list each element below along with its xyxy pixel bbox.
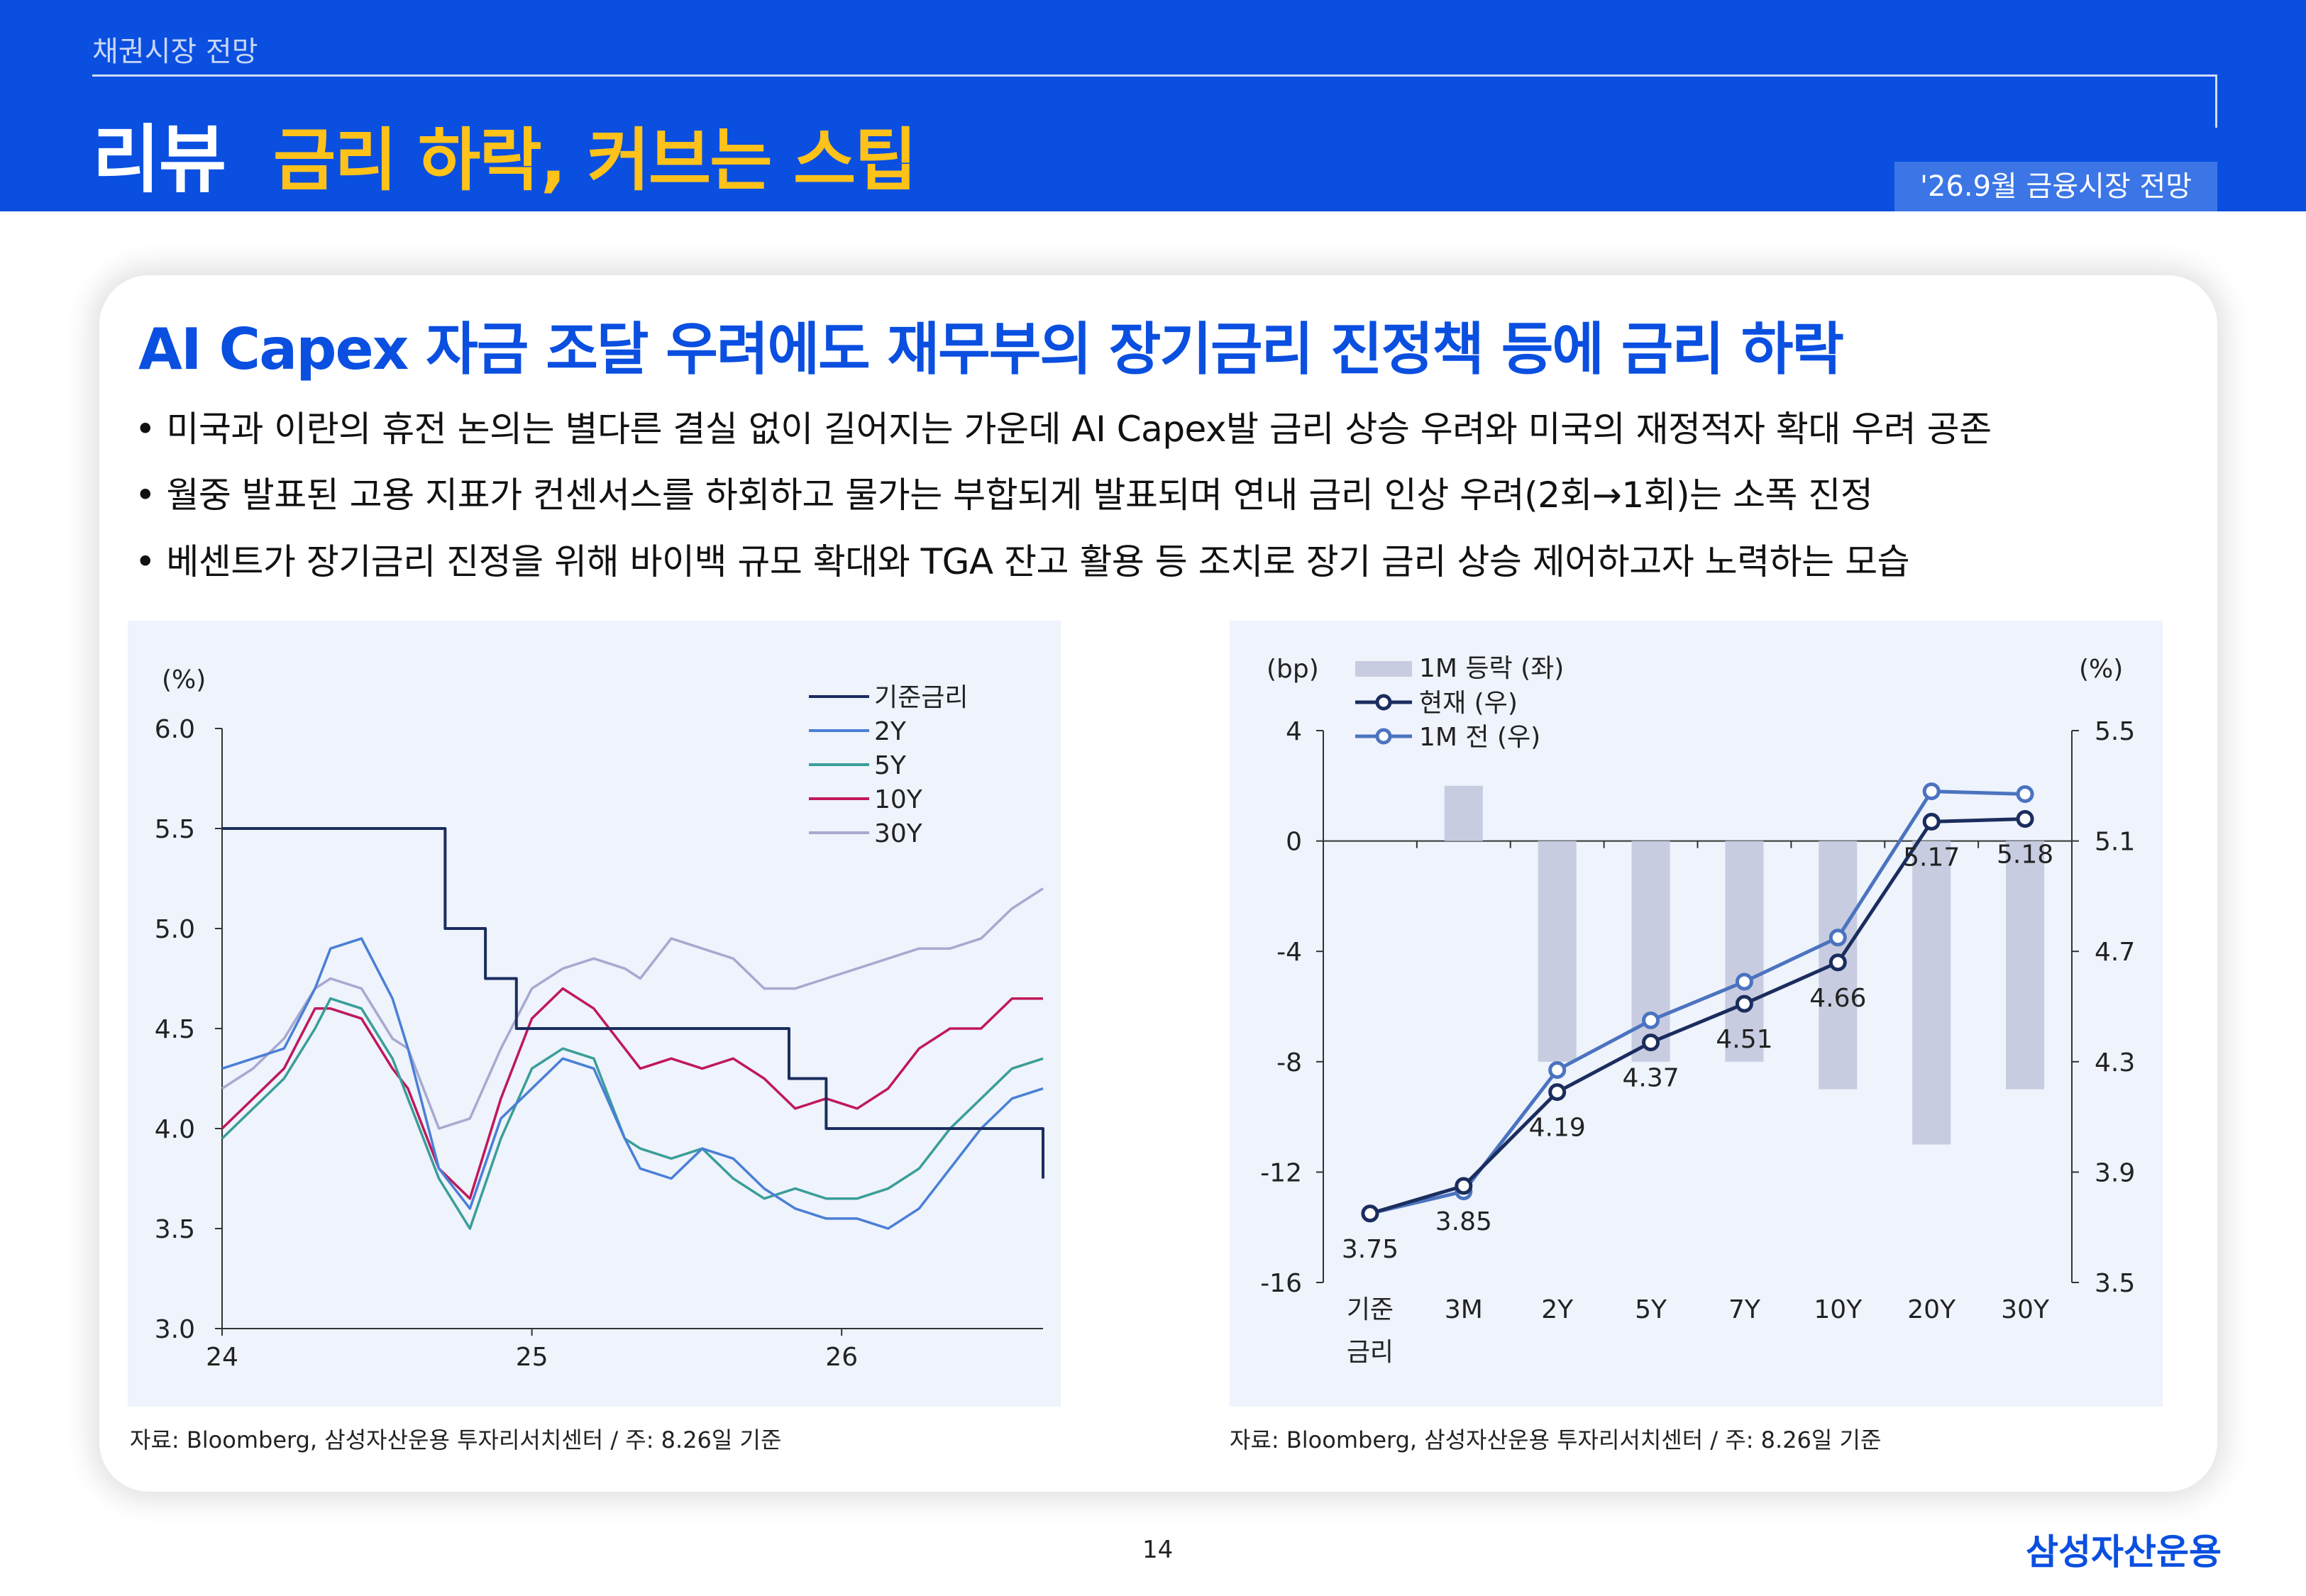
left-tick-label: -16 — [1260, 1269, 1302, 1298]
data-label: 4.51 — [1716, 1025, 1772, 1054]
left-tick-label: -12 — [1260, 1158, 1302, 1187]
series-point-1M 전 (우) — [1735, 972, 1753, 991]
legend-label: 기준금리 — [874, 683, 968, 712]
category-label: 5Y — [1635, 1295, 1667, 1324]
series-point-1M 전 (우) — [1548, 1060, 1567, 1079]
source-note: 자료: Bloomberg, 삼성자산운용 투자리서치센터 / 주: 8.26일… — [130, 1426, 782, 1453]
category-label: 2Y — [1541, 1295, 1574, 1324]
series-point-1M 전 (우) — [2016, 785, 2034, 803]
left-tick-label: -4 — [1276, 938, 1302, 967]
legend-swatch-bar — [1355, 661, 1412, 677]
series-point-현재 (우) — [2016, 809, 2034, 828]
series-point-현재 (우) — [1548, 1083, 1567, 1102]
chart-panel-rates — [128, 621, 1061, 1407]
right-tick-label: 4.7 — [2095, 938, 2135, 967]
x-tick-label: 26 — [825, 1343, 858, 1372]
right-tick-label: 3.5 — [2095, 1269, 2135, 1298]
category-label: 20Y — [1907, 1295, 1956, 1324]
category-label: 3M — [1445, 1295, 1483, 1324]
left-axis-unit: (bp) — [1267, 655, 1319, 684]
category-label: 금리 — [1347, 1338, 1394, 1367]
legend-label: 2Y — [874, 717, 907, 746]
y-tick-label: 3.5 — [155, 1215, 195, 1244]
right-tick-label: 5.5 — [2095, 717, 2135, 746]
x-tick-label: 25 — [516, 1343, 548, 1372]
series-point-현재 (우) — [1642, 1033, 1660, 1052]
series-point-1M 전 (우) — [1828, 929, 1847, 947]
data-label: 4.19 — [1529, 1114, 1586, 1143]
y-tick-label: 5.5 — [155, 815, 195, 844]
bullet-item: • 미국과 이란의 휴전 논의는 별다른 결실 없이 길어지는 가운데 AI C… — [135, 409, 1992, 450]
series-line-30Y — [221, 887, 1044, 1130]
left-tick-label: -8 — [1276, 1048, 1302, 1077]
category-label: 7Y — [1728, 1295, 1761, 1324]
y-tick-label: 6.0 — [155, 715, 195, 744]
legend-label: 1M 전 (우) — [1419, 723, 1540, 752]
right-tick-label: 5.1 — [2095, 828, 2135, 857]
y-tick-label: 4.0 — [155, 1115, 195, 1144]
right-axis-unit: (%) — [2079, 655, 2123, 684]
series-line-기준금리 — [222, 827, 1044, 1179]
series-point-현재 (우) — [1735, 994, 1753, 1013]
series-point-1M 전 (우) — [1922, 782, 1941, 801]
left-tick-label: 0 — [1286, 828, 1302, 857]
right-tick-label: 4.3 — [2095, 1048, 2135, 1077]
data-label: 5.18 — [1997, 840, 2053, 869]
bullet-item: • 베센트가 장기금리 진정을 위해 바이백 규모 확대와 TGA 잔고 활용 … — [135, 541, 1910, 582]
data-label: 3.75 — [1342, 1235, 1399, 1264]
category-label: 30Y — [2001, 1295, 2050, 1324]
bar-1m-change — [1444, 785, 1483, 841]
bar-1m-change — [2006, 841, 2045, 1090]
right-tick-label: 3.9 — [2095, 1158, 2135, 1187]
series-point-1M 전 (우) — [1642, 1011, 1660, 1029]
category-label: 기준 — [1347, 1295, 1394, 1324]
bullet-item: • 월중 발표된 고용 지표가 컨센서스를 하회하고 물가는 부합되게 발표되며… — [135, 475, 1873, 516]
page-number: 14 — [1142, 1536, 1174, 1564]
y-tick-label: 4.5 — [155, 1015, 195, 1044]
series-point-현재 (우) — [1828, 953, 1847, 972]
series-line-10Y — [221, 987, 1043, 1200]
legend-swatch-marker — [1375, 728, 1392, 745]
bar-1m-change — [1538, 841, 1577, 1062]
data-label: 5.17 — [1903, 843, 1960, 872]
x-tick-label: 24 — [206, 1343, 238, 1372]
y-axis-unit: (%) — [162, 665, 206, 694]
page-title: 리뷰 — [92, 116, 226, 203]
page-subtitle: 금리 하락, 커브는 스팁 — [273, 121, 917, 200]
legend-label: 30Y — [874, 819, 923, 848]
bar-1m-change — [1912, 841, 1951, 1145]
legend-label: 5Y — [874, 751, 907, 780]
data-label: 4.66 — [1809, 984, 1866, 1013]
legend-label: 1M 등락 (좌) — [1419, 654, 1564, 683]
company-logo: 삼성자산운용 — [2026, 1531, 2222, 1573]
header-divider — [92, 74, 2217, 77]
legend-label: 10Y — [874, 785, 923, 814]
source-note: 자료: Bloomberg, 삼성자산운용 투자리서치센터 / 주: 8.26일… — [1230, 1426, 1882, 1453]
series-point-현재 (우) — [1922, 812, 1941, 831]
report-badge: '26.9월 금융시장 전망 — [1894, 162, 2217, 211]
legend-swatch-marker — [1375, 694, 1392, 711]
data-label: 3.85 — [1435, 1207, 1492, 1236]
bar-1m-change — [1725, 841, 1764, 1062]
data-label: 4.37 — [1622, 1064, 1679, 1093]
series-point-현재 (우) — [1361, 1204, 1379, 1223]
series-point-현재 (우) — [1455, 1177, 1473, 1195]
left-tick-label: 4 — [1286, 717, 1302, 746]
series-line-현재 (우) — [1369, 816, 2026, 1216]
series-line-2Y — [221, 937, 1044, 1230]
y-tick-label: 5.0 — [155, 915, 195, 944]
section-title: AI Capex 자금 조달 우려에도 재무부의 장기금리 진정책 등에 금리 … — [138, 316, 1844, 382]
header-divider-tick — [2215, 74, 2217, 128]
breadcrumb: 채권시장 전망 — [92, 35, 258, 68]
category-label: 10Y — [1814, 1295, 1863, 1324]
header-bar: 채권시장 전망 리뷰 금리 하락, 커브는 스팁 '26.9월 금융시장 전망 — [0, 0, 2306, 211]
legend-label: 현재 (우) — [1419, 689, 1518, 718]
y-tick-label: 3.0 — [155, 1315, 195, 1344]
